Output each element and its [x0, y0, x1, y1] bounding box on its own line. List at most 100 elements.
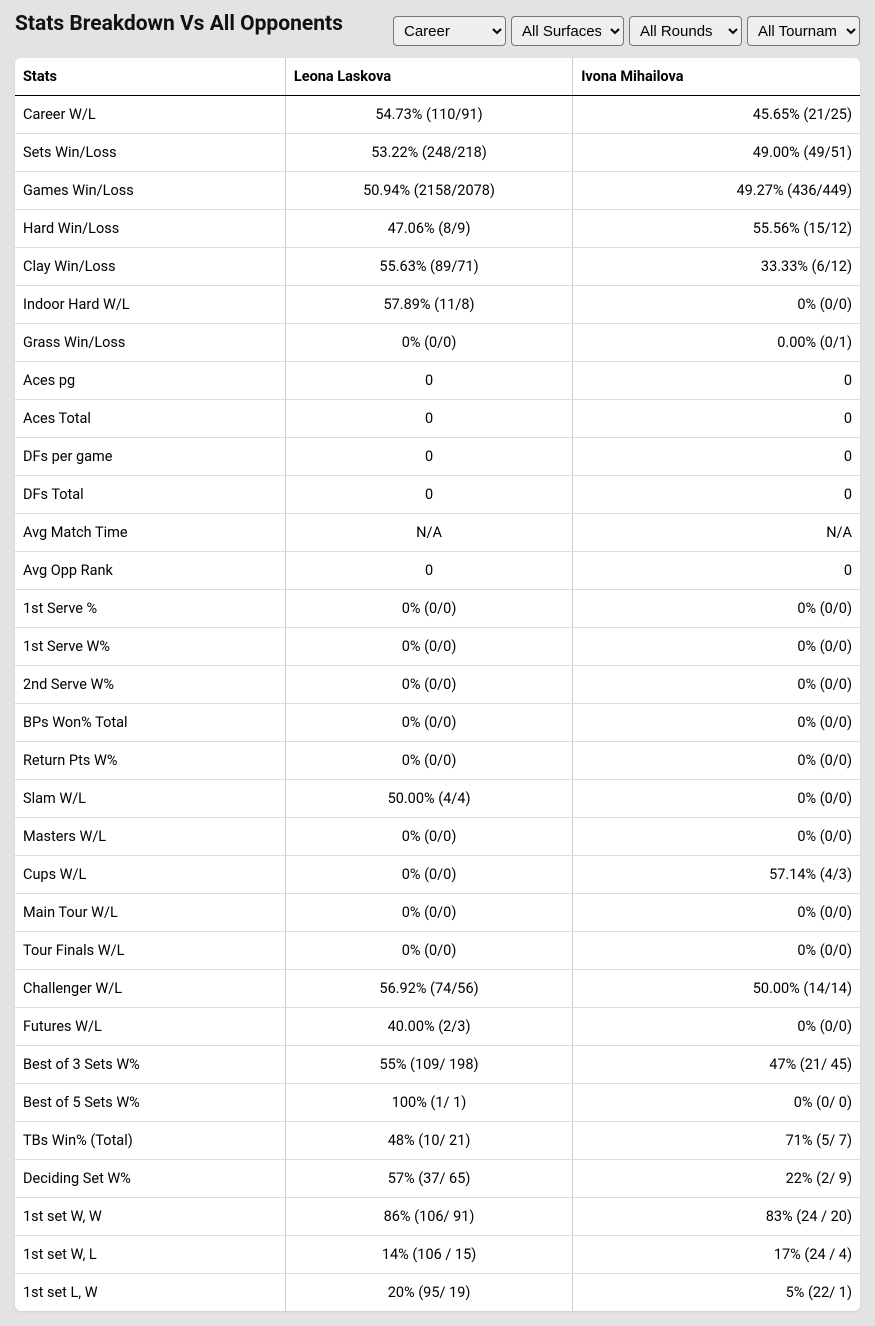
- table-row: 1st set L, W20% (95/ 19)5% (22/ 1): [15, 1274, 860, 1312]
- stat-value-p1: 0% (0/0): [285, 704, 572, 742]
- stat-value-p1: 54.73% (110/91): [285, 96, 572, 134]
- table-row: BPs Won% Total0% (0/0)0% (0/0): [15, 704, 860, 742]
- stat-label: 1st Serve W%: [15, 628, 285, 666]
- stat-label: Avg Opp Rank: [15, 552, 285, 590]
- stat-value-p1: 0% (0/0): [285, 628, 572, 666]
- stat-value-p2: 0% (0/0): [573, 818, 860, 856]
- stat-value-p2: 5% (22/ 1): [573, 1274, 860, 1312]
- table-row: 1st set W, W86% (106/ 91)83% (24 / 20): [15, 1198, 860, 1236]
- stat-value-p1: 20% (95/ 19): [285, 1274, 572, 1312]
- stat-value-p1: 0: [285, 362, 572, 400]
- stat-value-p1: 100% (1/ 1): [285, 1084, 572, 1122]
- stat-label: 1st set W, W: [15, 1198, 285, 1236]
- stat-label: Aces pg: [15, 362, 285, 400]
- stat-value-p2: 0% (0/0): [573, 894, 860, 932]
- table-row: Grass Win/Loss0% (0/0)0.00% (0/1): [15, 324, 860, 362]
- stat-value-p1: 0% (0/0): [285, 324, 572, 362]
- stat-label: Best of 5 Sets W%: [15, 1084, 285, 1122]
- stat-label: Challenger W/L: [15, 970, 285, 1008]
- stat-value-p2: 83% (24 / 20): [573, 1198, 860, 1236]
- stat-label: Main Tour W/L: [15, 894, 285, 932]
- tournament-select[interactable]: All Tournaments: [747, 16, 860, 46]
- table-row: Best of 3 Sets W%55% (109/ 198)47% (21/ …: [15, 1046, 860, 1084]
- table-row: 1st Serve W%0% (0/0)0% (0/0): [15, 628, 860, 666]
- table-row: Slam W/L50.00% (4/4)0% (0/0): [15, 780, 860, 818]
- stat-label: Slam W/L: [15, 780, 285, 818]
- stat-value-p1: 0: [285, 476, 572, 514]
- header-row: Stats Breakdown Vs All Opponents Career …: [0, 0, 875, 58]
- table-row: Tour Finals W/L0% (0/0)0% (0/0): [15, 932, 860, 970]
- stat-value-p2: 55.56% (15/12): [573, 210, 860, 248]
- stat-label: Hard Win/Loss: [15, 210, 285, 248]
- stat-value-p1: 55.63% (89/71): [285, 248, 572, 286]
- stat-label: TBs Win% (Total): [15, 1122, 285, 1160]
- table-row: Deciding Set W%57% (37/ 65)22% (2/ 9): [15, 1160, 860, 1198]
- table-row: 1st Serve %0% (0/0)0% (0/0): [15, 590, 860, 628]
- stat-value-p1: 48% (10/ 21): [285, 1122, 572, 1160]
- surface-select[interactable]: All Surfaces: [511, 16, 624, 46]
- col-header-stats: Stats: [15, 58, 285, 96]
- stat-label: Grass Win/Loss: [15, 324, 285, 362]
- stat-label: BPs Won% Total: [15, 704, 285, 742]
- stat-value-p1: 0: [285, 552, 572, 590]
- table-row: DFs Total00: [15, 476, 860, 514]
- stat-value-p1: 86% (106/ 91): [285, 1198, 572, 1236]
- stat-value-p1: 50.00% (4/4): [285, 780, 572, 818]
- table-row: Sets Win/Loss53.22% (248/218)49.00% (49/…: [15, 134, 860, 172]
- stat-value-p1: 50.94% (2158/2078): [285, 172, 572, 210]
- table-row: Best of 5 Sets W%100% (1/ 1)0% (0/ 0): [15, 1084, 860, 1122]
- stat-label: 1st Serve %: [15, 590, 285, 628]
- round-select[interactable]: All Rounds: [629, 16, 742, 46]
- stat-value-p1: 0% (0/0): [285, 932, 572, 970]
- stat-value-p2: 0% (0/0): [573, 666, 860, 704]
- table-row: DFs per game00: [15, 438, 860, 476]
- stat-label: Tour Finals W/L: [15, 932, 285, 970]
- stat-label: Avg Match Time: [15, 514, 285, 552]
- stat-value-p1: 55% (109/ 198): [285, 1046, 572, 1084]
- stat-value-p1: 0% (0/0): [285, 666, 572, 704]
- stat-label: Cups W/L: [15, 856, 285, 894]
- stat-value-p1: 47.06% (8/9): [285, 210, 572, 248]
- stat-value-p1: 0% (0/0): [285, 856, 572, 894]
- stat-value-p2: 0% (0/0): [573, 742, 860, 780]
- stat-value-p1: 0% (0/0): [285, 590, 572, 628]
- stat-label: DFs per game: [15, 438, 285, 476]
- filter-selects: Career All Surfaces All Rounds All Tourn…: [393, 12, 860, 46]
- stat-value-p2: 0% (0/0): [573, 932, 860, 970]
- stat-label: Masters W/L: [15, 818, 285, 856]
- stat-value-p2: 0% (0/0): [573, 1008, 860, 1046]
- stat-value-p2: 0: [573, 400, 860, 438]
- stat-label: Sets Win/Loss: [15, 134, 285, 172]
- table-row: Main Tour W/L0% (0/0)0% (0/0): [15, 894, 860, 932]
- stat-label: 2nd Serve W%: [15, 666, 285, 704]
- stat-value-p2: 0% (0/0): [573, 628, 860, 666]
- stat-value-p2: 0: [573, 362, 860, 400]
- stat-value-p2: 33.33% (6/12): [573, 248, 860, 286]
- stat-value-p2: 45.65% (21/25): [573, 96, 860, 134]
- stat-value-p1: 14% (106 / 15): [285, 1236, 572, 1274]
- stat-value-p1: 57.89% (11/8): [285, 286, 572, 324]
- stat-value-p1: 57% (37/ 65): [285, 1160, 572, 1198]
- stat-value-p2: 0: [573, 476, 860, 514]
- stat-value-p2: 17% (24 / 4): [573, 1236, 860, 1274]
- stat-label: Return Pts W%: [15, 742, 285, 780]
- stat-value-p1: 0: [285, 400, 572, 438]
- table-row: Aces Total00: [15, 400, 860, 438]
- stat-value-p1: N/A: [285, 514, 572, 552]
- stat-value-p1: 0% (0/0): [285, 818, 572, 856]
- stat-value-p2: 0% (0/0): [573, 704, 860, 742]
- table-row: Hard Win/Loss47.06% (8/9)55.56% (15/12): [15, 210, 860, 248]
- stat-label: 1st set L, W: [15, 1274, 285, 1312]
- stat-value-p2: 0% (0/0): [573, 590, 860, 628]
- stat-value-p2: 0: [573, 438, 860, 476]
- stat-label: Career W/L: [15, 96, 285, 134]
- stat-label: Clay Win/Loss: [15, 248, 285, 286]
- stat-label: 1st set W, L: [15, 1236, 285, 1274]
- stat-value-p2: N/A: [573, 514, 860, 552]
- table-row: Avg Match TimeN/AN/A: [15, 514, 860, 552]
- stat-value-p1: 0: [285, 438, 572, 476]
- table-row: Games Win/Loss50.94% (2158/2078)49.27% (…: [15, 172, 860, 210]
- period-select[interactable]: Career: [393, 16, 506, 46]
- table-row: Cups W/L0% (0/0)57.14% (4/3): [15, 856, 860, 894]
- stat-value-p1: 0% (0/0): [285, 894, 572, 932]
